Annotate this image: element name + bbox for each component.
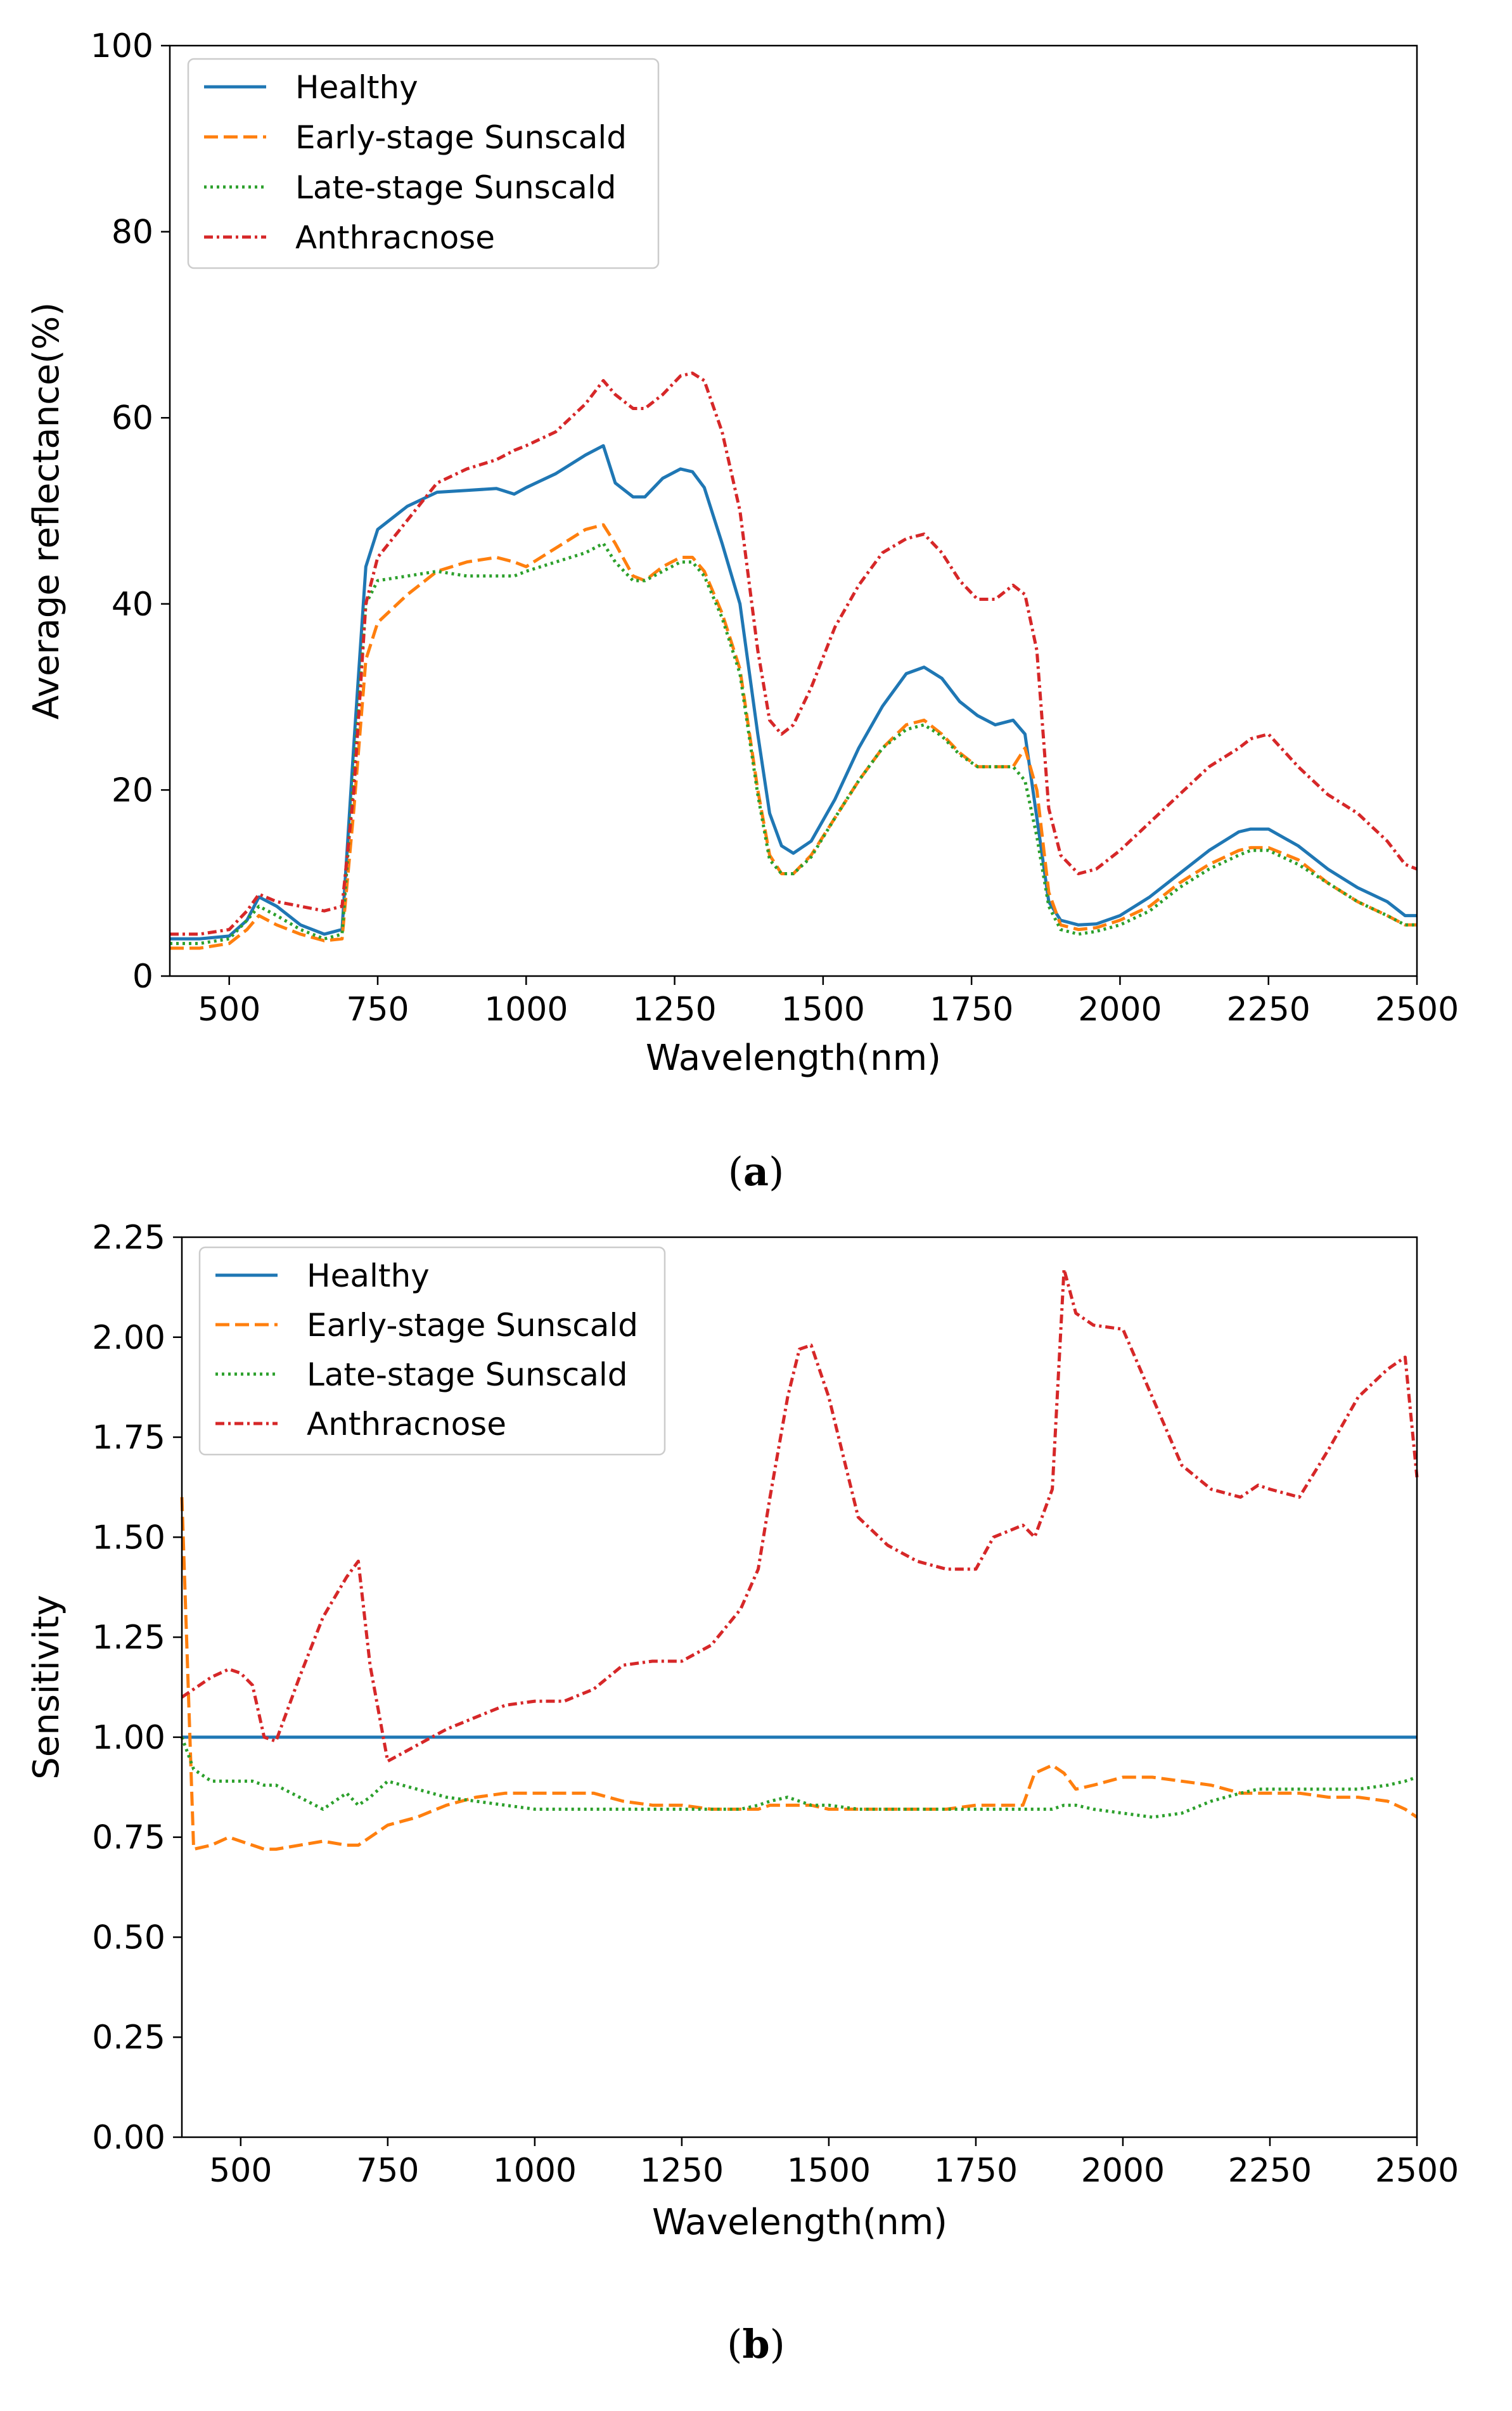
panel-a-series-line-early-sunscald <box>170 523 1417 950</box>
panel-a-series-line-anthracnose <box>170 371 1418 936</box>
panel-b-series-line-late-sunscald <box>180 1737 1418 1819</box>
panel-a-legend-box <box>187 58 660 269</box>
panel-b-x-tick-label: 1500 <box>787 2152 871 2190</box>
panel-a-x-tick-label: 2000 <box>1078 991 1162 1029</box>
panel-b-y-tick-label: 1.25 <box>92 1619 165 1657</box>
panel-b-series-line-early-sunscald <box>180 1497 1418 1851</box>
panel-a-legend-label-late-sunscald: Late-stage Sunscald <box>295 169 617 206</box>
panel-b-x-axis-label: Wavelength(nm) <box>652 2202 947 2243</box>
panel-a-series-line-late-sunscald <box>170 541 1417 946</box>
panel-b-y-tick-label: 1.75 <box>92 1419 165 1457</box>
panel-b-x-tick-label: 2000 <box>1081 2152 1165 2190</box>
panel-b-legend: Healthy Early-stage Sunscald Late-stage … <box>198 1246 666 1456</box>
panel-a-x-ticks: 500 750 1000 1250 1500 1750 2000 2250 2500 <box>198 976 1459 1029</box>
panel-a-x-tick-label: 1750 <box>930 991 1013 1029</box>
panel-a-plot-frame <box>169 44 1418 977</box>
panel-b-caption-letter: b <box>742 2321 769 2367</box>
panel-b-plot-frame <box>181 1236 1418 2138</box>
panel-a-series-line-healthy <box>170 444 1417 941</box>
panel-b-x-tick-label: 500 <box>209 2152 272 2190</box>
panel-a-x-tick-label: 750 <box>346 991 409 1029</box>
panel-b-series-lines <box>180 1268 1419 1851</box>
panel-a-y-tick-label: 40 <box>112 586 153 624</box>
panel-a-legend-label-early-sunscald: Early-stage Sunscald <box>295 119 627 156</box>
panel-b-caption: (b) <box>727 2321 785 2367</box>
panel-b-y-tick-label: 0.00 <box>92 2119 165 2157</box>
panel-b-y-tick-label: 1.00 <box>92 1719 165 1757</box>
panel-b-y-tick-label: 1.50 <box>92 1519 165 1557</box>
panel-a-caption-letter: a <box>743 1148 769 1195</box>
panel-b-y-tick-label: 0.50 <box>92 1919 165 1957</box>
panel-a-legend-label-healthy: Healthy <box>295 69 418 106</box>
panel-a-x-tick-label: 1500 <box>781 991 865 1029</box>
panel-b-chart: 500 750 1000 1250 1500 1750 2000 2250 2500 0.000… <box>26 1219 1459 2367</box>
panel-b-y-tick-label: 0.75 <box>92 1819 165 1857</box>
panel-a-series-lines <box>170 371 1418 950</box>
panel-a-y-tick-label: 0 <box>132 958 153 996</box>
panel-b-x-tick-label: 2500 <box>1375 2152 1459 2190</box>
panel-b-series-line-anthracnose <box>181 1268 1419 1763</box>
panel-a-x-tick-label: 1000 <box>484 991 568 1029</box>
panel-a-y-tick-label: 20 <box>112 771 153 809</box>
panel-a-x-tick-label: 2250 <box>1227 991 1310 1029</box>
panel-b-y-tick-label: 2.25 <box>92 1219 165 1257</box>
panel-a-y-tick-label: 100 <box>91 27 153 65</box>
panel-a-chart: 500 750 1000 1250 1500 1750 2000 2250 2500 0 20 40… <box>26 27 1459 1195</box>
panel-b-legend-label-late-sunscald: Late-stage Sunscald <box>307 1356 628 1393</box>
panel-a-legend-label-anthracnose: Anthracnose <box>295 219 495 256</box>
panel-b-legend-label-healthy: Healthy <box>307 1257 430 1294</box>
panel-b-x-tick-label: 1000 <box>493 2152 577 2190</box>
panel-a-x-tick-label: 2500 <box>1375 991 1459 1029</box>
panel-b-x-tick-label: 1750 <box>934 2152 1018 2190</box>
panel-b-x-tick-label: 1250 <box>640 2152 724 2190</box>
panel-b-y-tick-label: 0.25 <box>92 2019 165 2057</box>
panel-b-x-ticks: 500 750 1000 1250 1500 1750 2000 2250 2500 <box>209 2137 1459 2190</box>
panel-a-y-ticks: 0 20 40 60 80 100 <box>91 27 170 996</box>
panel-b-y-ticks: 0.00 0.25 0.50 0.75 1.00 1.25 1.50 1.75 2.00 2.25 <box>92 1219 182 2157</box>
panel-b-legend-label-anthracnose: Anthracnose <box>307 1406 506 1443</box>
panel-a-y-tick-label: 80 <box>112 214 153 252</box>
panel-b-y-axis-label: Sensitivity <box>26 1595 67 1780</box>
panel-b-legend-label-early-sunscald: Early-stage Sunscald <box>307 1307 638 1344</box>
panel-a-y-axis-label: Average reflectance(%) <box>26 302 67 719</box>
panel-b-x-tick-label: 750 <box>356 2152 419 2190</box>
panel-a-x-tick-label: 500 <box>198 991 260 1029</box>
panel-a-caption: (a) <box>728 1148 785 1195</box>
panel-a-legend: Healthy Early-stage Sunscald Late-stage … <box>187 58 660 269</box>
panel-a-x-axis-label: Wavelength(nm) <box>646 1038 941 1079</box>
panel-a-x-tick-label: 1250 <box>632 991 716 1029</box>
panel-b-x-tick-label: 2250 <box>1228 2152 1312 2190</box>
panel-b-y-tick-label: 2.00 <box>92 1319 165 1357</box>
panel-b-legend-box <box>198 1246 666 1456</box>
panel-a-y-tick-label: 60 <box>112 399 153 437</box>
